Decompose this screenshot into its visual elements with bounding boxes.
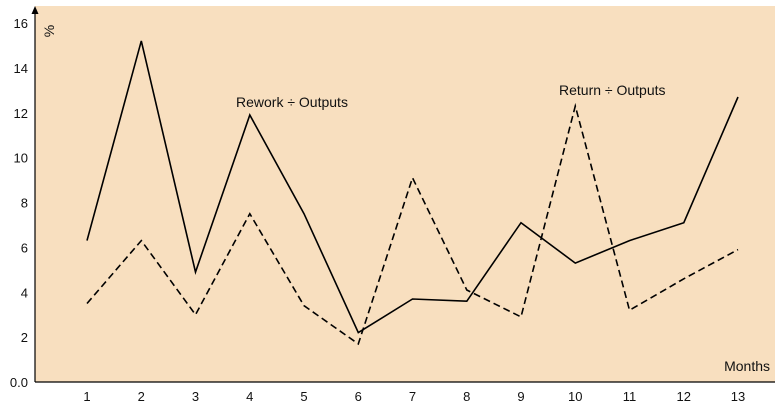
x-tick-label: 6 <box>355 389 362 404</box>
x-tick-label: 7 <box>409 389 416 404</box>
y-tick-label: 16 <box>14 16 28 31</box>
y-tick-label: 12 <box>14 106 28 121</box>
y-tick-label: 2 <box>21 330 28 345</box>
y-tick-labels: 0.0 2 4 6 8 10 12 14 16 <box>10 16 28 390</box>
y-tick-label: 14 <box>14 61 28 76</box>
y-tick-label: 6 <box>21 240 28 255</box>
x-tick-label: 5 <box>300 389 307 404</box>
x-tick-label: 11 <box>623 389 637 404</box>
x-tick-label: 1 <box>83 389 90 404</box>
x-tick-label: 3 <box>192 389 199 404</box>
x-tick-label: 13 <box>731 389 745 404</box>
x-tick-label: 8 <box>463 389 470 404</box>
x-tick-label: 12 <box>677 389 691 404</box>
series-line-rework <box>86 40 739 334</box>
x-tick-label: 4 <box>246 389 253 404</box>
y-tick-label: 10 <box>14 151 28 166</box>
plot-background <box>35 6 775 382</box>
y-tick-label: 8 <box>21 196 28 211</box>
y-axis-arrowhead <box>31 6 39 14</box>
x-tick-label: 2 <box>138 389 145 404</box>
x-axis-label: Months <box>724 358 770 374</box>
y-tick-label: 0.0 <box>10 375 28 390</box>
y-axis-label: % <box>41 25 57 37</box>
y-tick-label: 4 <box>21 285 28 300</box>
series-label-return: Return ÷ Outputs <box>559 82 666 98</box>
series-lines <box>86 40 739 346</box>
x-tick-label: 9 <box>517 389 524 404</box>
series-label-rework: Rework ÷ Outputs <box>236 94 348 110</box>
axes <box>31 6 775 383</box>
x-tick-label: 10 <box>568 389 582 404</box>
x-tick-labels: 1 2 3 4 5 6 7 8 9 10 11 12 13 <box>83 389 745 404</box>
